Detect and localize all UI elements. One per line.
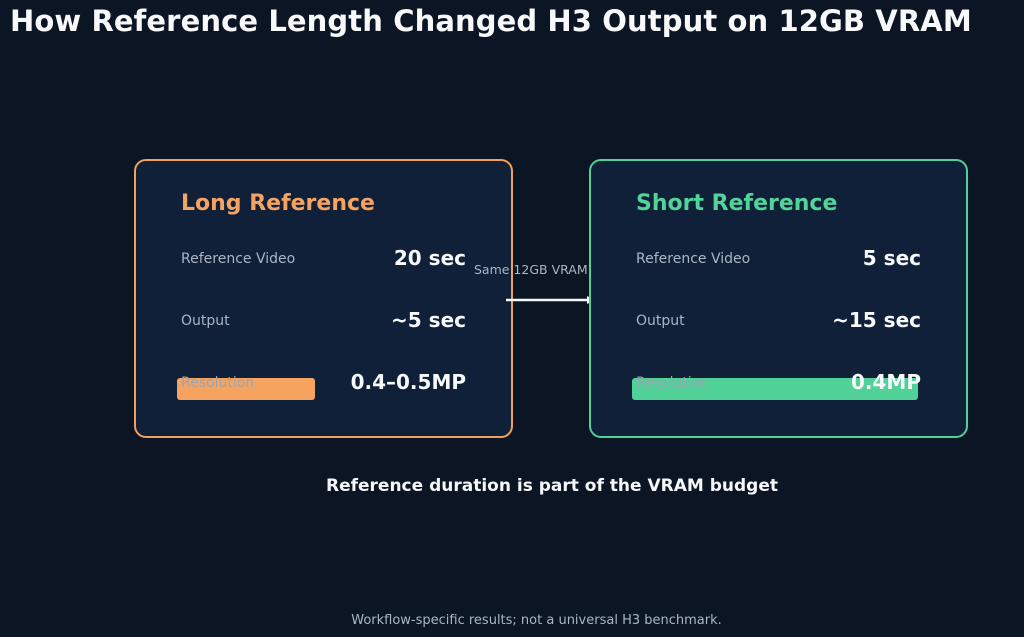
short-reference-video-value: 5 sec (862, 246, 921, 270)
long-resolution-bar (177, 378, 315, 400)
short-reference-video-label: Reference Video (636, 251, 751, 267)
long-reference-card: Long Reference Reference Video 20 sec Ou… (134, 159, 513, 438)
long-resolution-label: Resolution (181, 375, 255, 391)
long-reference-title: Long Reference (181, 191, 375, 216)
short-resolution-bar (632, 378, 918, 400)
short-reference-card: Short Reference Reference Video 5 sec Ou… (589, 159, 968, 438)
long-reference-video-label: Reference Video (181, 251, 296, 267)
long-resolution-value: 0.4–0.5MP (350, 370, 466, 394)
short-output-label: Output (636, 313, 685, 329)
short-resolution-value: 0.4MP (851, 370, 921, 394)
long-output-value: ~5 sec (391, 308, 466, 332)
short-reference-title: Short Reference (636, 191, 838, 216)
page-title: How Reference Length Changed H3 Output o… (10, 4, 972, 38)
short-output-value: ~15 sec (832, 308, 921, 332)
long-output-label: Output (181, 313, 230, 329)
arrow-label: Same 12GB VRAM class (474, 262, 623, 277)
footer-disclaimer: Workflow-specific results; not a univers… (351, 613, 722, 628)
vram-budget-note: Reference duration is part of the VRAM b… (326, 476, 778, 496)
long-reference-video-value: 20 sec (393, 246, 466, 270)
short-resolution-label: Resolution (636, 375, 710, 391)
right-arrow-icon (506, 296, 595, 304)
